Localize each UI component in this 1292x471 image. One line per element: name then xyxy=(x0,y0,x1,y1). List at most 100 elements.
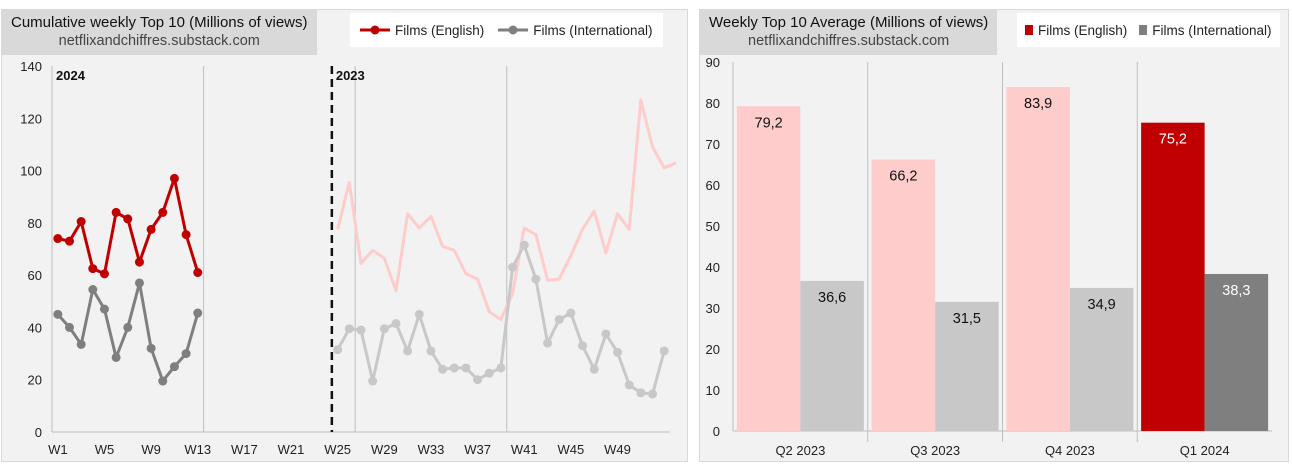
data-point-international-2024 xyxy=(88,285,98,295)
bar-chart-title-box: Weekly Top 10 Average (Millions of views… xyxy=(700,10,998,55)
data-point-international-2023 xyxy=(473,375,483,385)
bar-value-label: 38,3 xyxy=(1222,283,1250,299)
data-point-international-2023 xyxy=(519,240,529,250)
data-point-international-2023 xyxy=(543,338,553,348)
y-tick-label: 90 xyxy=(706,55,720,70)
data-point-international-2023 xyxy=(344,324,354,334)
y-tick-label: 20 xyxy=(706,342,720,357)
y-tick-label: 40 xyxy=(28,320,42,335)
data-point-international-2023 xyxy=(601,329,611,339)
bar-international xyxy=(1204,273,1269,431)
x-tick-label: W41 xyxy=(511,442,538,457)
legend-international-label: Films (International) xyxy=(533,22,653,38)
bar-value-label: 83,9 xyxy=(1024,96,1052,112)
series-line-english-2024 xyxy=(57,176,200,276)
data-point-english-2024 xyxy=(76,217,86,227)
legend-english-label: Films (English) xyxy=(1038,22,1128,38)
bar-international xyxy=(1069,287,1134,431)
data-point-international-2023 xyxy=(554,315,564,325)
data-point-international-2024 xyxy=(193,308,203,318)
x-tick-label: W49 xyxy=(604,442,631,457)
data-point-international-2023 xyxy=(391,319,401,329)
data-point-international-2023 xyxy=(438,364,448,374)
data-point-international-2024 xyxy=(76,339,86,349)
data-point-international-2023 xyxy=(578,341,588,351)
legend-english-swatch xyxy=(360,25,390,35)
data-point-international-2023 xyxy=(624,380,634,390)
y-tick-label: 0 xyxy=(713,424,720,439)
x-category-label: Q1 2024 xyxy=(1180,443,1230,458)
data-point-international-2023 xyxy=(566,308,576,318)
y-tick-label: 100 xyxy=(20,164,42,179)
x-category-label: Q2 2023 xyxy=(775,443,825,458)
data-point-english-2024 xyxy=(99,269,109,279)
data-point-english-2024 xyxy=(193,268,203,278)
legend-item-international: Films (International) xyxy=(498,22,653,38)
x-category-label: Q4 2023 xyxy=(1045,443,1095,458)
line-chart-subtitle: netflixandchiffres.substack.com xyxy=(58,33,260,49)
data-point-english-2024 xyxy=(134,257,144,267)
bar-english xyxy=(871,159,936,431)
legend-international-swatch xyxy=(498,25,529,35)
x-tick-label: W5 xyxy=(95,442,115,457)
data-point-international-2024 xyxy=(99,304,109,314)
data-point-international-2024 xyxy=(181,349,191,359)
line-chart-svg: 0 20 40 60 80 100 120 140 W1 W5 W9 W13 W17 W21 W25 W29 W… xyxy=(20,59,677,457)
bar-value-label: 31,5 xyxy=(953,311,981,327)
data-point-english-2024 xyxy=(181,230,191,240)
y-tick-label: 60 xyxy=(28,268,42,283)
data-point-international-2023 xyxy=(461,363,471,373)
bar-english xyxy=(736,106,801,431)
x-tick-label: W33 xyxy=(418,442,445,457)
y-tick-label: 30 xyxy=(706,301,720,316)
y-tick-label: 40 xyxy=(706,260,720,275)
x-tick-label: W29 xyxy=(371,442,398,457)
bar-chart-svg: 0 10 20 30 40 50 60 70 80 90 79,2 36,6 Q2 2023 66,2 31… xyxy=(706,55,1272,458)
bar-chart-legend: Films (English) Films (International) xyxy=(1017,13,1280,47)
y-tick-label: 80 xyxy=(28,216,42,231)
data-point-english-2024 xyxy=(158,207,168,217)
data-point-english-2024 xyxy=(169,173,179,183)
x-tick-label: W21 xyxy=(278,442,305,457)
x-tick-label: W1 xyxy=(48,442,68,457)
data-point-international-2023 xyxy=(414,309,424,319)
x-tick-label: W17 xyxy=(231,442,258,457)
line-chart-title: Cumulative weekly Top 10 (Millions of vi… xyxy=(11,14,308,31)
data-point-english-2024 xyxy=(88,264,98,274)
data-point-international-2023 xyxy=(659,346,669,356)
section-label-2023: 2023 xyxy=(336,68,365,83)
data-point-english-2024 xyxy=(123,214,133,224)
line-chart-title-box: Cumulative weekly Top 10 (Millions of vi… xyxy=(2,10,317,55)
legend-item-english: Films (English) xyxy=(1025,23,1127,38)
data-point-international-2024 xyxy=(146,343,156,353)
section-label-2024: 2024 xyxy=(56,68,86,83)
bar-value-label: 36,6 xyxy=(818,290,846,306)
bar-chart-title: Weekly Top 10 Average (Millions of views… xyxy=(709,14,989,31)
data-point-international-2024 xyxy=(111,352,121,362)
y-tick-label: 70 xyxy=(706,137,720,152)
bar-value-label: 66,2 xyxy=(889,169,917,185)
data-point-international-2023 xyxy=(403,346,413,356)
data-point-international-2023 xyxy=(356,325,366,335)
data-point-international-2023 xyxy=(368,376,378,386)
x-tick-label: W45 xyxy=(558,442,585,457)
legend-english-label: Films (English) xyxy=(395,22,485,38)
data-point-international-2024 xyxy=(134,278,144,288)
bar-international xyxy=(935,301,999,431)
data-point-international-2023 xyxy=(613,347,623,357)
bar-chart-panel: 0 10 20 30 40 50 60 70 80 90 79,2 36,6 Q2 2023 66,2 31… xyxy=(699,9,1289,462)
legend-item-english: Films (English) xyxy=(360,23,484,38)
x-tick-label: W9 xyxy=(141,442,161,457)
data-point-international-2024 xyxy=(158,376,168,386)
data-point-english-2024 xyxy=(146,224,156,234)
bar-value-label: 75,2 xyxy=(1159,132,1187,148)
data-point-international-2024 xyxy=(123,322,133,332)
bar-chart-subtitle: netflixandchiffres.substack.com xyxy=(748,33,950,49)
x-tick-label: W37 xyxy=(464,442,491,457)
data-point-international-2024 xyxy=(53,309,63,319)
bar-international xyxy=(800,280,864,431)
data-point-international-2023 xyxy=(589,364,599,374)
x-tick-label: W13 xyxy=(184,442,211,457)
data-point-international-2023 xyxy=(333,345,343,355)
data-point-international-2023 xyxy=(531,274,541,284)
